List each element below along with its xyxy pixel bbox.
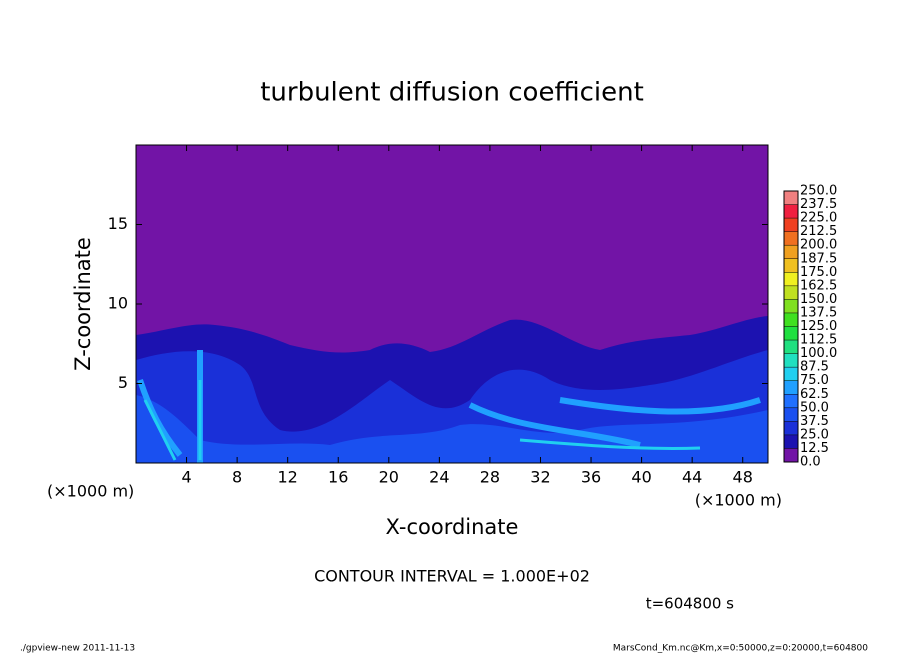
- x-tick-label: 16: [328, 468, 348, 487]
- footer-right: MarsCond_Km.nc@Km,x=0:50000,z=0:20000,t=…: [613, 644, 868, 654]
- colorbar-swatch: [784, 421, 798, 435]
- colorbar-label: 137.5: [800, 305, 837, 320]
- y-tick-label: 5: [118, 373, 128, 392]
- colorbar-label: 100.0: [800, 346, 837, 361]
- x-tick-label: 28: [480, 468, 500, 487]
- x-tick-label: 40: [631, 468, 651, 487]
- y-unit: (×1000 m): [47, 482, 134, 501]
- contour-interval: CONTOUR INTERVAL = 1.000E+02: [314, 567, 590, 586]
- colorbar-label: 250.0: [800, 184, 837, 199]
- colorbar-swatch: [784, 367, 798, 381]
- colorbar-swatch: [784, 231, 798, 246]
- x-tick-label: 32: [530, 468, 550, 487]
- colorbar-label: 125.0: [800, 319, 837, 334]
- colorbar-label: 12.5: [800, 441, 829, 456]
- colorbar-label: 0.0: [800, 455, 821, 470]
- colorbar-label: 25.0: [800, 427, 829, 442]
- colorbar-swatch: [784, 353, 798, 368]
- x-axis-label: X-coordinate: [386, 515, 519, 539]
- colorbar-label: 75.0: [800, 373, 829, 388]
- x-tick-label: 44: [682, 468, 702, 487]
- x-tick-label: 12: [278, 468, 298, 487]
- colorbar-swatch: [784, 340, 798, 354]
- x-unit: (×1000 m): [695, 491, 782, 510]
- y-tick-label: 10: [108, 294, 128, 313]
- colorbar-swatch: [784, 407, 798, 422]
- x-tick-label: 4: [181, 468, 191, 487]
- y-axis-label: Z-coordinate: [71, 237, 95, 371]
- colorbar-swatch: [784, 204, 798, 219]
- x-tick-label: 36: [581, 468, 601, 487]
- colorbar-label: 225.0: [800, 211, 837, 226]
- colorbar-label: 212.5: [800, 224, 837, 239]
- x-tick-label: 20: [379, 468, 399, 487]
- colorbar-swatch: [784, 191, 798, 205]
- colorbar-label: 237.5: [800, 197, 837, 212]
- turbulence-field: [136, 316, 768, 463]
- colorbar-swatch: [784, 312, 798, 327]
- colorbar-swatch: [784, 380, 798, 395]
- colorbar-label: 150.0: [800, 292, 837, 307]
- colorbar-swatch: [784, 218, 798, 232]
- colorbar-label: 112.5: [800, 333, 837, 348]
- colorbar-label: 162.5: [800, 278, 837, 293]
- time-label: t=604800 s: [646, 595, 734, 613]
- colorbar-swatch: [784, 285, 798, 300]
- colorbar-swatch: [784, 394, 798, 408]
- colorbar-label: 37.5: [800, 414, 829, 429]
- colorbar-swatch: [784, 272, 798, 286]
- x-tick-label: 8: [232, 468, 242, 487]
- x-tick-label: 48: [733, 468, 753, 487]
- colorbar-swatch: [784, 258, 798, 273]
- y-tick-label: 15: [108, 214, 128, 233]
- colorbar-label: 175.0: [800, 265, 837, 280]
- colorbar-swatch: [784, 434, 798, 449]
- colorbar-label: 187.5: [800, 251, 837, 266]
- colorbar-label: 87.5: [800, 360, 829, 375]
- chart-title: turbulent diffusion coefficient: [260, 78, 644, 108]
- colorbar-label: 200.0: [800, 238, 837, 253]
- colorbar-swatch: [784, 448, 798, 462]
- colorbar-label: 62.5: [800, 387, 829, 402]
- colorbar-swatch: [784, 245, 798, 259]
- colorbar-label: 50.0: [800, 400, 829, 415]
- footer-left: ./gpview-new 2011-11-13: [20, 644, 135, 654]
- colorbar-swatch: [784, 299, 798, 313]
- colorbar-swatch: [784, 326, 798, 341]
- x-tick-label: 24: [429, 468, 449, 487]
